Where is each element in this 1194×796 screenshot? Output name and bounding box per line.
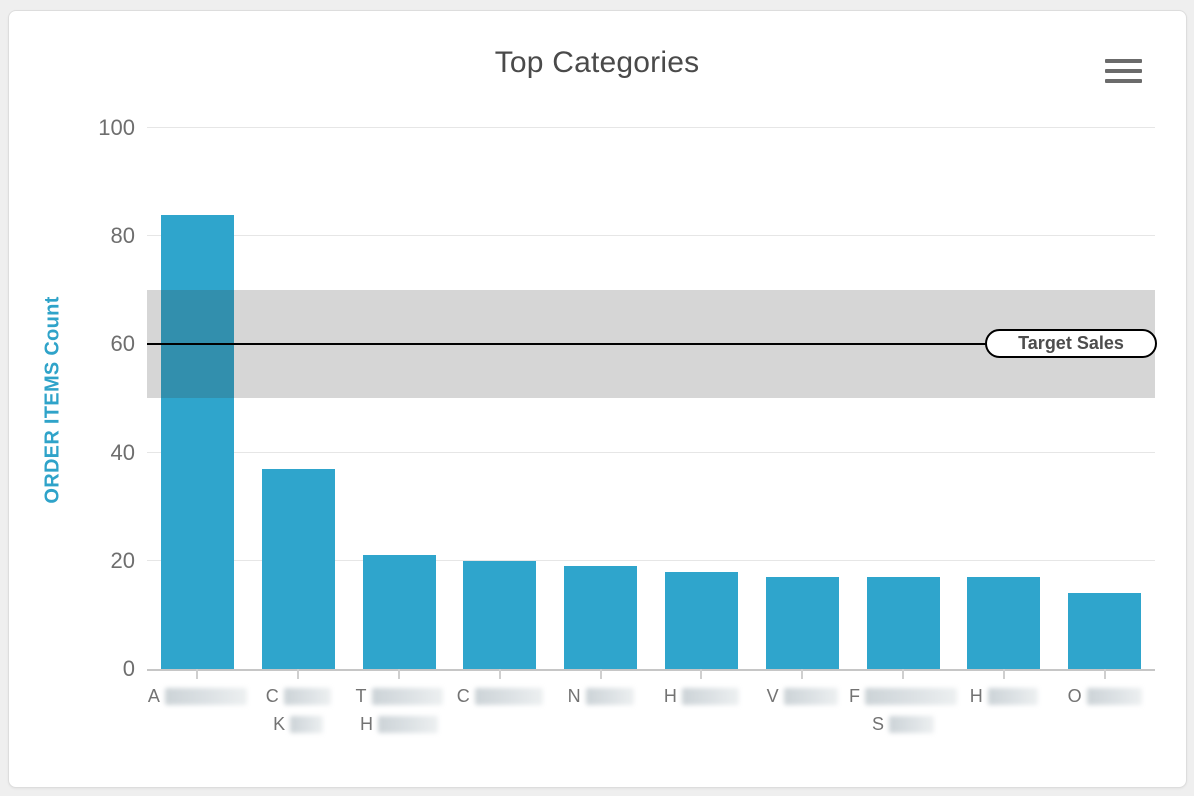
x-category-label-line: A <box>112 682 282 710</box>
x-category-label: H <box>616 682 786 710</box>
x-category-label-line: S <box>818 710 988 738</box>
x-category-label: C <box>415 682 585 710</box>
y-axis-title: ORDER ITEMS Count <box>41 296 64 504</box>
x-category-label: V <box>717 682 887 710</box>
x-tick <box>1002 669 1005 679</box>
redacted-text-blur <box>987 688 1038 705</box>
x-category-label-line: H <box>314 710 484 738</box>
target-sales-label: Target Sales <box>985 329 1157 359</box>
x-category-label: O <box>1020 682 1190 710</box>
bar[interactable] <box>463 560 537 669</box>
bar[interactable] <box>564 566 638 669</box>
plot-area: Target Sales 0 20 40 60 80 100 A C K T H C N H V F S H O <box>98 115 1157 734</box>
x-category-initial: K <box>273 714 286 734</box>
x-tick <box>196 669 199 679</box>
x-category-initial: T <box>355 686 367 706</box>
x-category-label-line: V <box>717 682 887 710</box>
x-category-initial: A <box>147 686 160 706</box>
bar[interactable] <box>967 577 1041 669</box>
x-category-label-line: H <box>919 682 1089 710</box>
x-category-initial: N <box>567 686 581 706</box>
redacted-text-blur <box>164 688 247 705</box>
x-category-label-line: C <box>213 682 383 710</box>
bar[interactable] <box>261 468 335 669</box>
redacted-text-blur <box>290 716 324 733</box>
x-category-label-line: H <box>616 682 786 710</box>
x-category-label-line: N <box>516 682 686 710</box>
y-tick-label: 0 <box>122 656 135 681</box>
x-category-label-line: T <box>314 682 484 710</box>
redacted-text-blur <box>371 688 443 705</box>
x-tick <box>700 669 703 679</box>
grid-line <box>147 559 1155 561</box>
x-tick <box>398 669 400 679</box>
redacted-text-blur <box>585 688 634 705</box>
redacted-text-blur <box>283 688 331 705</box>
bar[interactable] <box>160 214 234 669</box>
bar[interactable] <box>664 571 738 669</box>
redacted-text-blur <box>681 688 739 705</box>
y-tick-label: 40 <box>110 439 135 465</box>
x-category-initial: F <box>849 686 860 706</box>
x-category-label-line: K <box>213 710 383 738</box>
grid-line <box>147 451 1155 453</box>
x-tick <box>297 669 300 679</box>
redacted-text-blur <box>474 688 543 705</box>
chart-menu-button[interactable] <box>1105 59 1142 85</box>
redacted-text-blur <box>378 716 438 733</box>
redacted-text-blur <box>783 688 838 705</box>
hamburger-icon <box>1105 79 1142 83</box>
y-tick-label: 80 <box>110 223 135 249</box>
bar[interactable] <box>866 577 940 669</box>
y-tick-label: 20 <box>110 547 135 573</box>
y-tick-label: 60 <box>110 331 135 357</box>
redacted-text-blur <box>865 688 957 705</box>
x-category-label: H <box>919 682 1089 710</box>
grid-line <box>147 235 1155 237</box>
x-category-initial: V <box>766 686 779 706</box>
redacted-text-blur <box>889 716 934 733</box>
x-category-initial: H <box>969 686 983 706</box>
x-category-label-line: C <box>415 682 585 710</box>
bar[interactable] <box>362 555 436 669</box>
chart-title: Top Categories <box>494 46 700 79</box>
x-category-initial: H <box>360 714 373 734</box>
x-category-label: A <box>112 682 282 710</box>
x-category-initial: O <box>1067 686 1082 706</box>
x-tick <box>902 669 904 679</box>
x-category-label-line: O <box>1020 682 1190 710</box>
x-category-label: N <box>516 682 686 710</box>
hamburger-icon <box>1105 59 1142 63</box>
x-tick <box>801 669 804 679</box>
x-category-initial: S <box>871 714 884 734</box>
y-tick-label: 100 <box>98 115 135 140</box>
redacted-text-blur <box>1086 688 1142 705</box>
target-sales-line <box>147 343 1155 346</box>
bar[interactable] <box>1068 593 1142 669</box>
x-category-label-line: F <box>818 682 988 710</box>
x-category-initial: H <box>663 686 677 706</box>
grid-line <box>147 127 1155 128</box>
x-category-initial: C <box>265 686 279 706</box>
x-tick <box>599 669 602 679</box>
x-tick <box>1103 669 1106 679</box>
x-tick <box>498 669 501 679</box>
hamburger-icon <box>1105 69 1142 73</box>
x-category-initial: C <box>456 686 470 706</box>
bar[interactable] <box>765 577 839 669</box>
